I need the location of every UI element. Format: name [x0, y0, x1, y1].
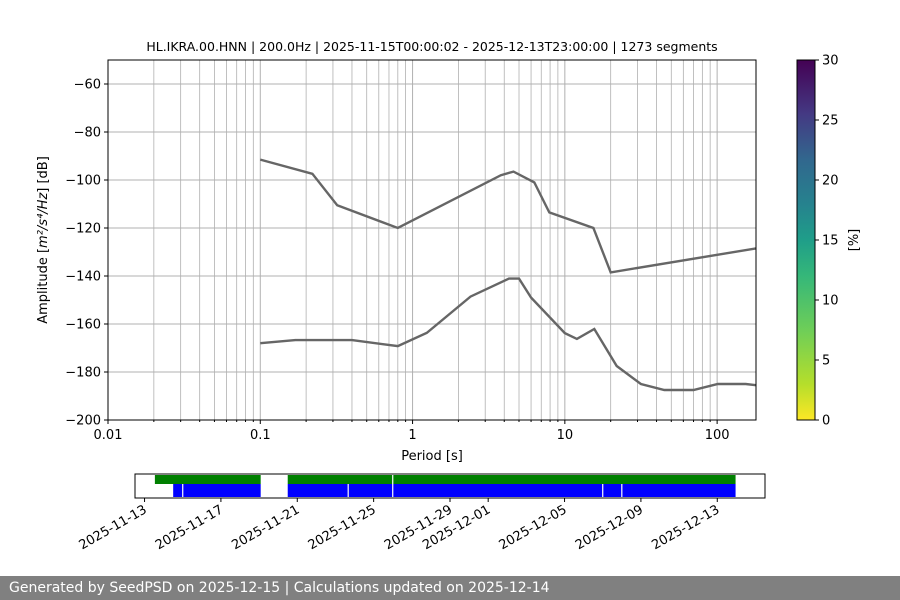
footer-text: Generated by SeedPSD on 2025-12-15 | Cal…: [9, 580, 550, 596]
colorbar-tick-label: 0: [822, 414, 830, 429]
timeline-tick-label: 2025-11-17: [153, 502, 226, 553]
y-tick-label: −140: [65, 270, 101, 285]
y-axis-label: Amplitude [m²/s⁴/Hz] [dB]: [36, 156, 51, 324]
x-tick-label: 10: [557, 428, 574, 443]
y-tick-label: −180: [65, 366, 101, 381]
timeline-tick-label: 2025-11-25: [306, 502, 379, 553]
colorbar-ticks: 0 5 10 15 20 25 30: [815, 54, 839, 429]
chart-title: HL.IKRA.00.HNN | 200.0Hz | 2025-11-15T00…: [146, 39, 717, 54]
colorbar-tick-label: 10: [822, 294, 839, 309]
plot-frame: [107, 59, 757, 421]
colorbar-tick-label: 5: [822, 354, 830, 369]
availability-segment-green: [287, 475, 736, 484]
colorbar-tick-label: 30: [822, 54, 839, 69]
y-axis-ticks: −60 −80 −100 −120 −140 −160 −180 −200: [65, 78, 108, 429]
psd-plot-area: 0.01 0.1 1 10 100 −60 −80 −100 −120 −140 −160 −180…: [65, 59, 757, 443]
plot-background: [108, 60, 756, 420]
colorbar-tick-label: 25: [822, 114, 839, 129]
availability-segment-blue: [287, 484, 736, 497]
noise-model-nlnm: [260, 277, 756, 392]
timeline-tick-label: 2025-12-09: [573, 502, 646, 553]
x-axis-label: Period [s]: [401, 449, 463, 464]
x-tick-label: 0.01: [94, 428, 123, 443]
data-availability-timeline: 2025-11-13 2025-11-17 2025-11-21 2025-11-25…: [77, 473, 766, 553]
x-tick-label: 1: [408, 428, 416, 443]
x-tick-label: 100: [705, 428, 730, 443]
timeline-segments: [154, 475, 736, 497]
timeline-tick-label: 2025-11-13: [77, 502, 150, 553]
y-tick-label: −160: [65, 318, 101, 333]
y-tick-label: −100: [65, 174, 101, 189]
colorbar-gradient: [796, 59, 816, 421]
colorbar-tick-label: 20: [822, 174, 839, 189]
timeline-date-ticks: 2025-11-13 2025-11-17 2025-11-21 2025-11-25…: [77, 498, 722, 553]
x-axis-ticks: 0.01 0.1 1 10 100: [94, 420, 730, 443]
colorbar-label: [%]: [847, 229, 862, 252]
x-tick-label: 0.1: [250, 428, 271, 443]
noise-model-nhnm: [259, 158, 756, 274]
footer-bar: Generated by SeedPSD on 2025-12-15 | Cal…: [0, 576, 900, 600]
availability-segment-green: [154, 475, 261, 484]
y-tick-label: −120: [65, 222, 101, 237]
psd-figure: HL.IKRA.00.HNN | 200.0Hz | 2025-11-15T00…: [36, 39, 862, 553]
noise-model-curves: [259, 158, 756, 392]
timeline-tick-label: 2025-11-21: [229, 502, 302, 553]
colorbar-tick-label: 15: [822, 234, 839, 249]
colorbar: 0 5 10 15 20 25 30 [%]: [796, 54, 862, 429]
timeline-tick-label: 2025-12-13: [649, 502, 722, 553]
timeline-tick-label: 2025-12-05: [497, 502, 570, 553]
y-tick-label: −60: [74, 78, 101, 93]
availability-segment-blue: [173, 484, 261, 497]
y-tick-label: −200: [65, 414, 101, 429]
y-tick-label: −80: [74, 126, 101, 141]
